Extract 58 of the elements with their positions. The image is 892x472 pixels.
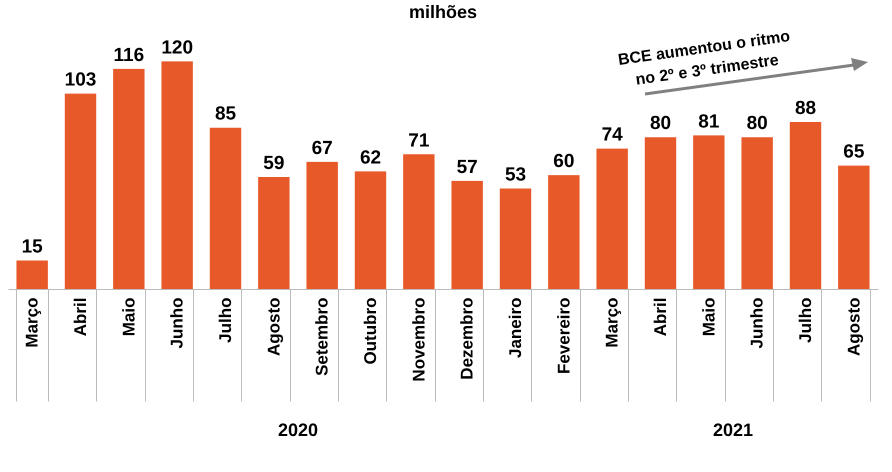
bar [451,180,483,289]
x-tick-label: Julho [216,298,235,343]
data-label: 62 [360,147,382,168]
bar [64,94,96,289]
bar [403,154,435,289]
data-label: 71 [408,130,430,152]
bar [306,162,338,289]
text: 2020 [278,420,318,440]
x-tick-label: Fevereiro [554,298,574,374]
data-label: 88 [794,98,816,120]
bar [161,61,193,289]
bar [741,137,773,289]
data-label: 53 [504,164,526,186]
bar [790,122,822,289]
chart-title: milhões [408,2,478,22]
data-label: 57 [456,156,478,178]
data-label: 74 [602,124,624,146]
bar [548,175,580,289]
bar [644,137,676,289]
data-label: 67 [312,138,333,159]
data-label: 81 [698,111,720,132]
bar [500,188,532,289]
bar [113,68,145,289]
bar [838,166,870,289]
bar [354,171,386,289]
data-label: 15 [22,236,44,258]
data-label: 59 [263,153,284,174]
x-tick-label: Junho [748,298,767,348]
data-label: 80 [746,113,768,134]
x-tick-label: Janeiro [506,298,525,358]
x-tick-label: Agosto [844,298,864,356]
x-tick-label: Agosto [264,298,284,356]
x-tick-label: Junho [168,298,187,348]
x-tick-label: Dezembro [458,298,477,380]
x-tick-label: Julho [796,298,815,343]
data-label: 116 [114,44,144,66]
x-tick-label: Maio [699,298,718,336]
annotation: BCE aumentou o ritmo no 2º e 3º trimestre [617,28,792,89]
x-tick-label: Setembro [312,298,332,376]
x-tick-label: Março [22,298,42,348]
x-tick-label: Abril [651,298,670,336]
x-tick-label: Novembro [409,298,428,382]
text: 2021 [712,420,754,440]
bar [258,177,290,289]
bar [210,128,242,289]
x-tick-label: Outubro [361,298,380,365]
data-label: 80 [650,113,672,134]
data-label: 65 [843,142,865,163]
bar [16,260,48,289]
x-tick-label: Abril [71,298,90,336]
x-tick-label: Maio [119,298,138,336]
data-label: 85 [214,104,236,125]
x-tick-label: Março [602,298,622,348]
data-label: 103 [64,70,96,91]
bar [596,148,628,289]
data-label: 60 [553,151,574,172]
bar [693,135,725,289]
data-label: 120 [161,37,194,58]
